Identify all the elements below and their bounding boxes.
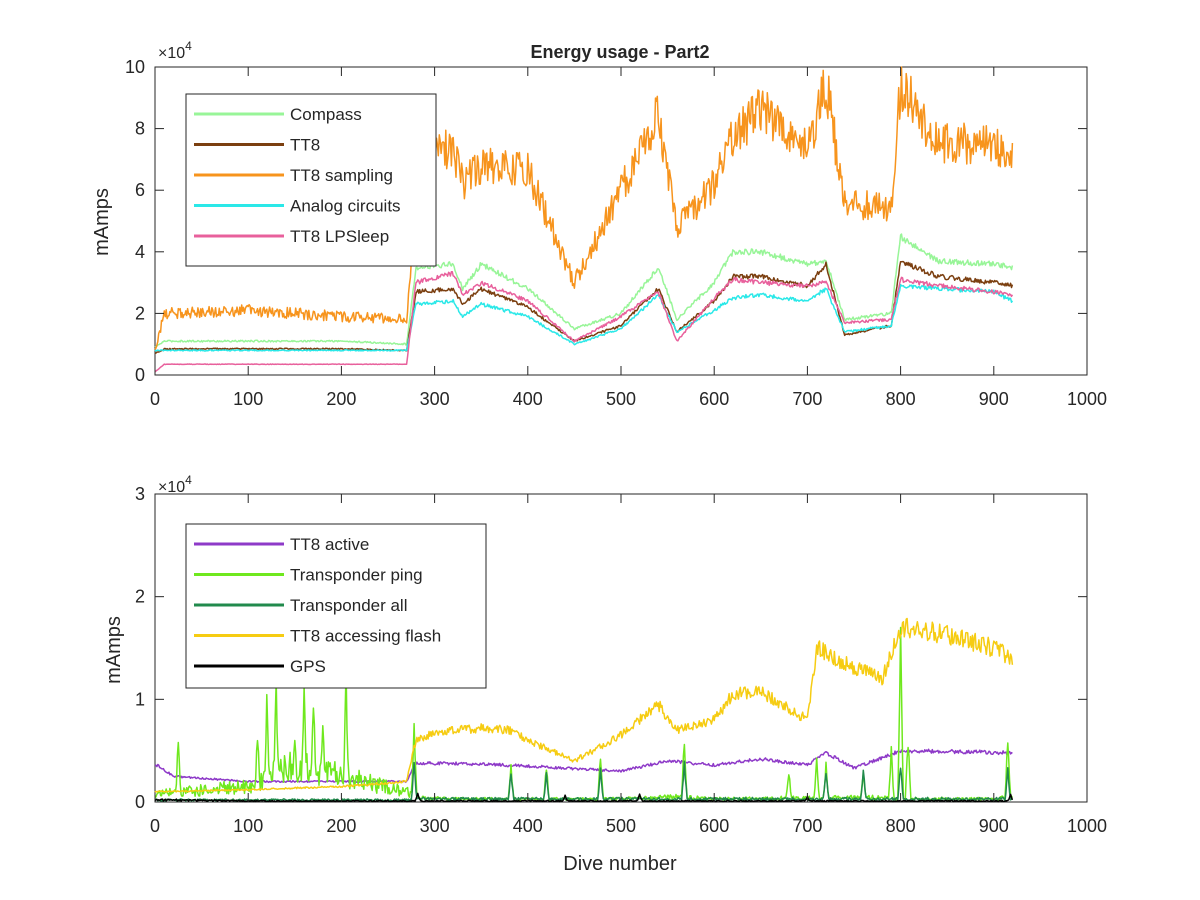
series-line-transponder-all [154, 760, 1013, 802]
y-tick-label: 10 [125, 57, 145, 77]
x-tick-label: 200 [326, 389, 356, 409]
y-tick-label: 6 [135, 180, 145, 200]
series-layer [154, 617, 1014, 803]
legend-label-analog-circuits: Analog circuits [290, 197, 401, 216]
ticks-layer: 0 100 200 300 400 500 600 700 800 900 1000 0 1 2 3 [135, 484, 1107, 836]
y-axis-label: mAmps [103, 616, 125, 684]
legend-label-compass: Compass [290, 105, 362, 124]
exponent-base: ×10 [158, 479, 185, 496]
x-tick-label: 0 [150, 816, 160, 836]
legend-label-tt8-sampling: TT8 sampling [290, 166, 393, 185]
svg-text:×104: ×104 [158, 39, 192, 62]
series-layer [154, 66, 1014, 373]
y-tick-label: 2 [135, 303, 145, 323]
x-tick-label: 100 [233, 816, 263, 836]
legend-label-tt8-lpsleep: TT8 LPSleep [290, 227, 389, 246]
svg-text:×104: ×104 [158, 473, 192, 496]
series-line-gps [154, 792, 1014, 803]
ticks-layer: 0 100 200 300 400 500 600 700 800 900 1000 0 2 4 6 8 10 [125, 57, 1107, 409]
x-tick-label: 300 [420, 816, 450, 836]
legend-label-transponder-all: Transponder all [290, 596, 408, 615]
series-line-tt8-sampling [154, 66, 1014, 350]
series-line-tt8-lpsleep [154, 270, 1014, 373]
x-tick-label: 400 [513, 389, 543, 409]
legend-label-gps: GPS [290, 657, 326, 676]
x-tick-label: 400 [513, 816, 543, 836]
chart-title: Energy usage - Part2 [530, 42, 709, 62]
x-tick-label: 1000 [1067, 389, 1107, 409]
x-tick-label: 0 [150, 389, 160, 409]
series-line-tt8 [154, 260, 1014, 355]
x-tick-label: 500 [606, 389, 636, 409]
exponent-power: 4 [185, 39, 192, 53]
legend-label-tt8-active: TT8 active [290, 535, 369, 554]
y-tick-label: 0 [135, 792, 145, 812]
x-tick-label: 600 [699, 389, 729, 409]
x-tick-label: 500 [606, 816, 636, 836]
x-tick-label: 800 [886, 816, 916, 836]
x-tick-label: 900 [979, 389, 1009, 409]
y-axis-label: mAmps [91, 188, 113, 256]
energy-chart-part2-top: Energy usage - Part2 ×104 mAmps 0 100 200 3… [91, 39, 1107, 409]
x-tick-label: 900 [979, 816, 1009, 836]
legend: Compass TT8 TT8 sampling Analog circuits TT8… [185, 93, 437, 267]
y-tick-label: 2 [135, 587, 145, 607]
x-axis-label: Dive number [563, 853, 677, 875]
x-tick-label: 600 [699, 816, 729, 836]
x-tick-label: 700 [792, 389, 822, 409]
exponent-label: ×104 [158, 39, 192, 62]
y-tick-label: 8 [135, 119, 145, 139]
exponent-power: 4 [185, 473, 192, 487]
legend-label-tt8-accessing-flash: TT8 accessing flash [290, 627, 441, 646]
energy-chart-part2-bottom: ×104 mAmps Dive number 0 100 200 300 400 500 6… [103, 473, 1107, 875]
series-line-analog-circuits [154, 283, 1014, 352]
series-line-compass [154, 233, 1014, 348]
y-tick-label: 0 [135, 365, 145, 385]
y-tick-label: 4 [135, 242, 145, 262]
x-tick-label: 1000 [1067, 816, 1107, 836]
legend-label-transponder-ping: Transponder ping [290, 566, 423, 585]
series-line-tt8-accessing-flash [154, 617, 1014, 793]
y-tick-label: 1 [135, 689, 145, 709]
x-tick-label: 100 [233, 389, 263, 409]
exponent-base: ×10 [158, 45, 185, 62]
legend: TT8 active Transponder ping Transponder al… [185, 523, 487, 689]
exponent-label: ×104 [158, 473, 192, 496]
legend-label-tt8: TT8 [290, 136, 320, 155]
y-tick-label: 3 [135, 484, 145, 504]
x-tick-label: 300 [420, 389, 450, 409]
x-tick-label: 700 [792, 816, 822, 836]
x-tick-label: 800 [886, 389, 916, 409]
x-tick-label: 200 [326, 816, 356, 836]
